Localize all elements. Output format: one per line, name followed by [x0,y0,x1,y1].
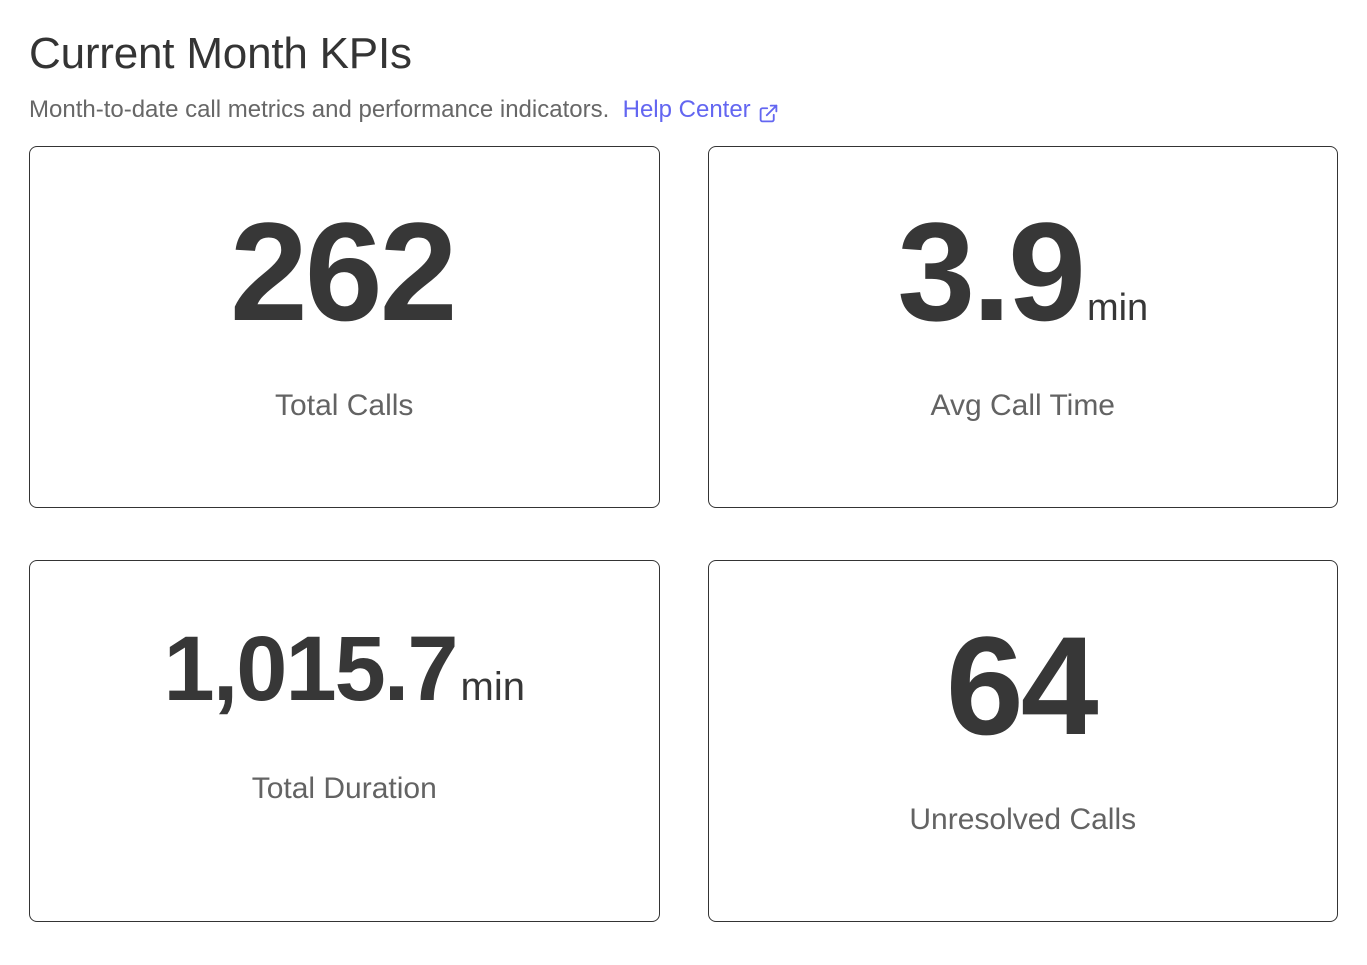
kpi-value-row: 3.9 min [897,202,1148,352]
kpi-value: 262 [229,193,458,351]
kpi-card-unresolved-calls: 64 Unresolved Calls [707,560,1338,923]
kpi-value-row: 64 [946,616,1100,766]
kpi-card-total-calls: 262 Total Calls [29,146,660,509]
kpi-value-row: 1,015.7 min [164,623,525,733]
kpi-label: Total Duration [251,772,437,806]
kpi-label: Unresolved Calls [909,803,1137,837]
help-center-link[interactable]: Help Center [623,95,779,125]
kpi-unit: min [460,665,525,710]
page-subtitle-text: Month-to-date call metrics and performan… [29,96,610,124]
kpi-card-total-duration: 1,015.7 min Total Duration [29,560,660,923]
kpi-value-row: 262 [230,202,459,352]
kpi-label: Avg Call Time [930,389,1115,423]
kpi-card-grid: 262 Total Calls 3.9 min Avg Call Time 1,… [29,146,1338,923]
kpi-unit: min [1086,287,1149,330]
kpi-value: 64 [945,607,1099,765]
kpi-label: Total Calls [275,389,414,423]
kpi-value: 1,015.7 [163,618,459,721]
external-link-icon [758,103,779,124]
kpi-card-avg-call-time: 3.9 min Avg Call Time [707,146,1338,509]
help-center-link-label: Help Center [622,96,751,124]
kpi-value: 3.9 [897,193,1086,351]
page-title: Current Month KPIs [29,29,412,78]
page-subtitle: Month-to-date call metrics and performan… [29,95,1338,125]
page-header: Current Month KPIs Month-to-date call me… [29,28,1338,125]
